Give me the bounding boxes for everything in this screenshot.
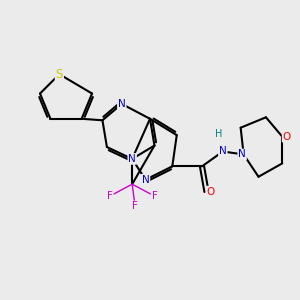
- Text: N: N: [219, 146, 227, 157]
- Text: N: N: [118, 99, 126, 109]
- Text: F: F: [107, 191, 113, 201]
- Text: S: S: [56, 68, 63, 81]
- Text: O: O: [207, 187, 215, 196]
- Text: O: O: [283, 132, 291, 142]
- Text: F: F: [132, 202, 138, 212]
- Text: N: N: [128, 154, 136, 164]
- Text: F: F: [152, 191, 158, 201]
- Text: N: N: [238, 149, 246, 160]
- Text: H: H: [215, 129, 222, 139]
- Text: N: N: [142, 175, 149, 185]
